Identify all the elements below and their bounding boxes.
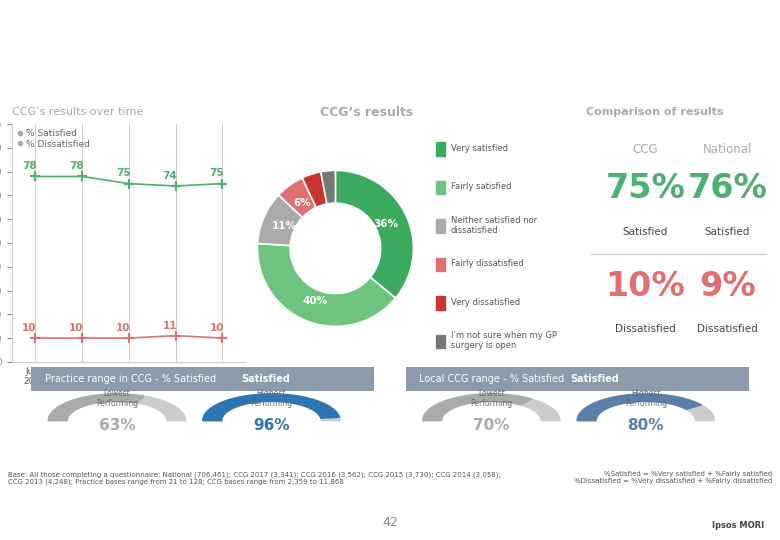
Text: CCG’s results over time: CCG’s results over time — [12, 107, 144, 117]
Text: 74: 74 — [162, 171, 177, 181]
Polygon shape — [48, 394, 186, 421]
Text: 10: 10 — [210, 323, 224, 333]
Text: 76%: 76% — [687, 172, 768, 206]
Text: Satisfied: Satisfied — [241, 374, 290, 384]
Bar — [436, 180, 445, 194]
Bar — [436, 334, 445, 348]
Text: 80%: 80% — [628, 417, 664, 433]
Text: Satisfied: Satisfied — [622, 227, 668, 237]
Text: 10%: 10% — [605, 269, 686, 303]
Bar — [436, 142, 445, 156]
Polygon shape — [577, 394, 714, 421]
Text: Ipsos MORI: Ipsos MORI — [712, 521, 764, 530]
Text: CCG: CCG — [633, 143, 658, 156]
Wedge shape — [257, 244, 395, 326]
Bar — [436, 258, 445, 271]
Text: Neither satisfied nor
dissatisfied: Neither satisfied nor dissatisfied — [451, 215, 537, 235]
Wedge shape — [302, 172, 327, 207]
Text: 11%: 11% — [271, 221, 296, 231]
Wedge shape — [278, 178, 316, 218]
Text: Satisfied: Satisfied — [570, 374, 619, 384]
Bar — [436, 219, 445, 233]
Text: National: National — [703, 143, 752, 156]
FancyBboxPatch shape — [406, 367, 749, 392]
Text: Lowest
Performing: Lowest Performing — [96, 389, 138, 408]
Wedge shape — [257, 195, 303, 246]
Polygon shape — [203, 394, 339, 421]
Text: Base: All those completing a questionnaire: National (706,461); CCG 2017 (3,341): Base: All those completing a questionnai… — [8, 471, 501, 485]
Wedge shape — [335, 171, 413, 298]
Text: 10: 10 — [69, 323, 83, 333]
Text: 63%: 63% — [99, 417, 135, 433]
Text: 78: 78 — [69, 161, 83, 171]
Polygon shape — [203, 394, 340, 421]
Text: 42: 42 — [382, 516, 398, 529]
Text: 40%: 40% — [302, 295, 328, 306]
Text: I’m not sure when my GP
surgery is open: I’m not sure when my GP surgery is open — [451, 331, 557, 350]
Text: Practice range in CCG - % Satisfied: Practice range in CCG - % Satisfied — [45, 374, 216, 384]
Text: 10: 10 — [23, 323, 37, 333]
Text: %Satisfied = %Very satisfied + %Fairly satisfied
%Dissatisfied = %Very dissatisf: %Satisfied = %Very satisfied + %Fairly s… — [574, 471, 772, 484]
Text: 6%: 6% — [293, 198, 311, 208]
Text: Satisfied: Satisfied — [704, 227, 750, 237]
Text: 75: 75 — [209, 168, 224, 179]
Text: 10: 10 — [116, 323, 130, 333]
Text: Highest
Performing: Highest Performing — [250, 389, 292, 408]
Wedge shape — [321, 171, 335, 204]
Text: 36%: 36% — [374, 219, 399, 230]
Text: Q25. How satisfied are you with the hours that your GP surgery is open?: Q25. How satisfied are you with the hour… — [14, 76, 468, 85]
Text: CCG’s results: CCG’s results — [320, 105, 413, 119]
Text: Very satisfied: Very satisfied — [451, 144, 508, 153]
Text: 78: 78 — [22, 161, 37, 171]
Text: Dissatisfied: Dissatisfied — [615, 325, 675, 334]
Text: Very dissatisfied: Very dissatisfied — [451, 298, 519, 307]
Text: Fairly satisfied: Fairly satisfied — [451, 182, 512, 191]
Text: 11: 11 — [163, 321, 177, 330]
Legend: % Satisfied, % Dissatisfied: % Satisfied, % Dissatisfied — [16, 129, 90, 148]
Polygon shape — [577, 394, 701, 421]
Text: 9%: 9% — [699, 269, 756, 303]
Text: Fairly dissatisfied: Fairly dissatisfied — [451, 259, 523, 268]
Polygon shape — [48, 394, 144, 421]
Text: Highest
Performing: Highest Performing — [625, 389, 667, 408]
Text: Local CCG range - % Satisfied: Local CCG range - % Satisfied — [420, 374, 565, 384]
Text: Lowest
Performing: Lowest Performing — [470, 389, 512, 408]
Text: 75: 75 — [115, 168, 130, 179]
Text: Comparison of results: Comparison of results — [587, 107, 724, 117]
Text: 96%: 96% — [254, 417, 289, 433]
Text: 70%: 70% — [473, 417, 509, 433]
Polygon shape — [423, 394, 532, 421]
Text: Dissatisfied: Dissatisfied — [697, 325, 757, 334]
FancyBboxPatch shape — [31, 367, 374, 392]
Text: 75%: 75% — [605, 172, 686, 206]
Text: Satisfaction with opening hours: Satisfaction with opening hours — [14, 25, 336, 43]
Bar — [436, 296, 445, 309]
Polygon shape — [423, 394, 560, 421]
